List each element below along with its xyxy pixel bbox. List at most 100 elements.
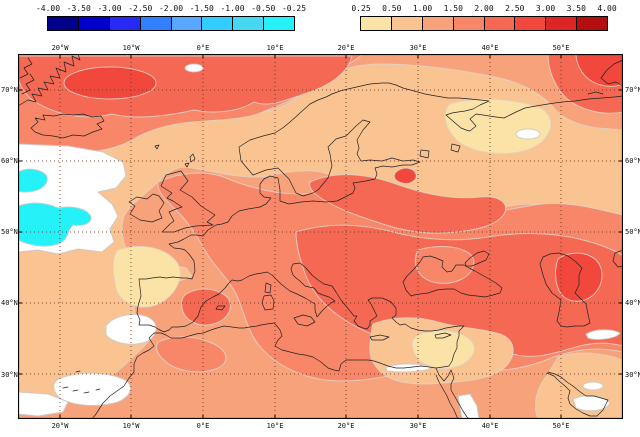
coast-norway-barents [238,82,623,176]
colorbar-tick-label: -3.00 [97,4,122,13]
fill-cyan-atlantic-north [18,168,48,193]
colorbar-cell [140,17,172,30]
lon-label-top: 10°E [266,44,284,52]
lon-label-bottom: 10°E [266,422,284,430]
colorbar-cell [109,17,141,30]
colorbar-cell [515,17,547,30]
lat-label-right: 50°N [625,228,640,236]
coast-caspian-sea [539,252,591,328]
colorbar-cell [202,17,234,30]
coastlines [18,54,623,419]
colorbar-cell [546,17,578,30]
fill-pale-0.25-0.5-white-sea [444,98,552,154]
lon-label-bottom: 0°E [196,422,210,430]
lon-label-bottom: 50°E [552,422,570,430]
colorbar-cell [78,17,110,30]
coast-turkey-levant-north-africa [153,301,465,372]
colorbar-cell [233,17,265,30]
coast-ireland [128,193,165,223]
colorbar-tick-label: -0.50 [251,4,276,13]
lon-label-top: 20°E [337,44,355,52]
fill-white-mezen-spot [515,128,541,140]
colorbar-cells [47,16,295,31]
colorbar-tick-label: 3.50 [566,4,586,13]
lat-label-left: 70°N [1,86,18,94]
map-plot-area [18,54,623,419]
colorbar-negative: -4.00 -3.50 -3.00 -2.50 -2.00 -1.50 -1.00 -0.50… [36,4,306,31]
lat-label-left: 30°N [1,371,18,379]
colorbar-cell [171,17,203,30]
colorbar-tick-label: -3.50 [66,4,91,13]
frame-ticks [18,54,623,419]
colorbar-cell [391,17,423,30]
coast-azov-sea [464,250,490,267]
fill-arctic-white-lens [184,63,204,73]
lon-label-bottom: 20°E [337,422,355,430]
coast-iceland [30,113,105,139]
colorbar-cell [577,17,607,30]
coast-novaya-zemlya [587,59,623,95]
fill-cyan-atlantic-south [18,202,92,247]
colorbar-tick-label: 2.00 [474,4,494,13]
lat-label-right: 30°N [625,371,640,379]
fill-levant-pale-0.25-0.5 [411,330,475,370]
colorbar-cell [453,17,485,30]
coast-islands-and-lakes [62,143,461,394]
colorbar-cell [361,17,392,30]
lat-label-right: 40°N [625,299,640,307]
colorbar-tick-label: -4.00 [35,4,61,13]
colorbar-tick-label: -1.50 [189,4,214,13]
coast-aral-sea [612,249,623,268]
coast-greenland-fjords [19,57,35,95]
lon-label-bottom: 30°E [409,422,427,430]
lon-label-bottom: 10°W [122,422,140,430]
fill-white-canaries [53,372,131,406]
lat-label-right: 70°N [625,86,640,94]
fill-baltic-2.0-2.5 [309,174,507,234]
lon-label-bottom: 20°W [51,422,69,430]
colorbar-tick-label: 3.00 [535,4,556,13]
fill-greenland-core-2.5-3.0 [63,66,157,100]
colorbar-tick-label: -2.00 [158,4,184,13]
lat-label-left: 40°N [1,299,18,307]
lon-label-top: 0°E [196,44,210,52]
lat-label-right: 60°N [625,157,640,165]
coast-west-europe-italy-greece [136,206,392,333]
fill-white-south-caspian [585,329,621,340]
colorbar-cell [48,17,79,30]
colorbar-tick-label: 1.50 [443,4,463,13]
fill-northeast-corner-2.5-3.0 [575,54,623,87]
coast-persian-gulf [546,371,609,417]
colorbar-tick-label: -1.00 [220,4,245,13]
coast-greenland [18,54,81,107]
fill-white-persian-gulf [582,381,604,391]
fill-white-gibraltar [105,313,157,345]
fill-morocco-1.5-2.0 [155,336,227,373]
coast-black-sea [402,255,503,298]
lon-label-top: 10°W [122,44,140,52]
fill-white-nile [457,393,480,419]
fill-white-bottom-left [18,391,69,417]
coast-baltic [252,119,421,208]
colorbar-cell [484,17,516,30]
colorbar-tick-label: 0.25 [351,4,371,13]
fill-pale-0.25-0.5-west-iberia [112,246,181,308]
lon-label-top: 50°E [552,44,570,52]
lon-label-top: 30°E [409,44,427,52]
colorbar-cells [360,16,608,31]
colorbar-positive: 0.25 0.50 1.00 1.50 2.00 2.50 3.00 3.50 4.00 [351,4,617,31]
contour-map [18,54,623,419]
colorbar-tick-label: 2.50 [505,4,525,13]
colorbar-cell [422,17,454,30]
colorbar-tick-label: 0.50 [382,4,402,13]
lon-label-top: 20°W [51,44,69,52]
fill-gulf-finland-spot-2.5-3.0 [393,167,417,184]
colorbar-cell [264,17,294,30]
fill-east-spain-2.0-2.5 [181,288,231,326]
colorbar-tick-label: -0.25 [281,4,307,13]
map-frame [18,54,623,419]
lon-label-bottom: 40°E [481,422,499,430]
lat-label-left: 60°N [1,157,18,165]
lon-label-top: 40°E [481,44,499,52]
